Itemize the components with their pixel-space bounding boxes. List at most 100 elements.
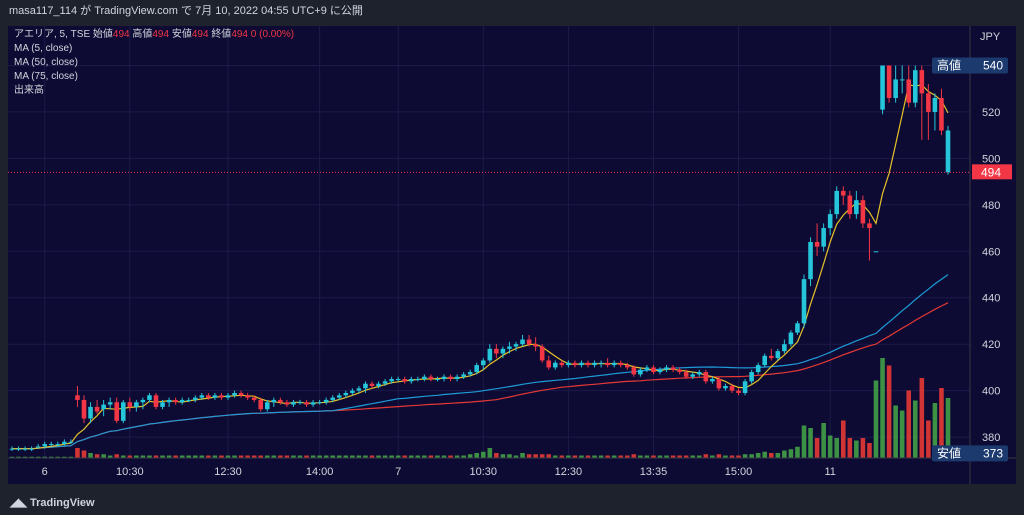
candle-body [454,376,460,380]
volume-bar [782,450,787,458]
time-tick-label: 10:30 [470,466,498,478]
volume-bar [9,456,15,458]
candle-body [854,200,859,215]
volume-bar [395,455,401,458]
volume-bar [742,454,748,458]
ma75-legend[interactable]: MA (75, close) [14,71,78,82]
candle-body [219,395,224,398]
candle-body [566,362,571,366]
volume-bar [323,455,329,458]
candlesticks [9,65,951,452]
low-badge-label: 安値 [937,445,961,460]
candle-body [690,374,696,377]
volume-bar [94,454,100,458]
candle-body [166,399,172,403]
candle-body [343,392,349,396]
volume-bar [264,455,270,458]
candle [94,399,100,414]
candle-body [775,351,781,359]
publish-info: masa117_114 が TradingView.com で 7月 10, 2… [9,5,363,17]
volume-bar [677,455,682,458]
volume-bar [48,456,54,458]
candle [939,88,944,136]
high-badge-box [932,57,1008,74]
volume-bar [795,446,800,458]
volume-bar [304,455,309,458]
volume-bar [598,455,604,458]
candle [827,209,833,236]
candle-body [291,402,296,405]
volume-legend[interactable]: 出来高 [14,85,44,96]
candle-body [611,362,617,366]
candle-body [29,448,34,450]
candle [899,65,905,94]
candle-body [945,130,951,173]
low-label: 安値 [171,29,192,40]
candle [402,376,408,384]
time-tick-label: 10:30 [116,466,144,478]
change-value: 0 (0.00%) [250,29,295,40]
volume-bar [566,455,571,458]
candle [107,397,113,410]
candle [912,65,918,108]
time-axis[interactable]: 6 10:30 12:30 14:00 7 10:30 12:30 13:35 15:00 11 [42,466,836,478]
candle-body [710,379,715,382]
candle [670,365,676,373]
volume-bar [736,455,741,458]
candle [755,362,761,375]
candle-body [120,402,126,421]
ma50-legend[interactable]: MA (50, close) [14,57,78,68]
volume-bar [847,438,853,458]
candle [696,369,702,377]
candle [454,374,460,382]
candle [513,341,519,352]
low-badge-value: 373 [983,446,1003,460]
candle [35,444,41,449]
ohlc-legend-row[interactable]: アエリア, 5, TSE 始値494 高値494 安値494 終値494 0 (… [14,28,294,42]
candle-body [101,404,106,410]
high-price-badge: 高値 540 [932,57,1008,74]
volume-bar [801,425,807,458]
time-tick-label: 12:30 [555,466,583,478]
candle [55,441,61,447]
candle [238,390,244,398]
volume-bar [75,448,80,458]
volume-bar [696,455,702,458]
candle [585,360,591,368]
candle-body [893,79,898,98]
volume-bar [140,455,146,458]
volume-bar [42,456,48,458]
candle [873,251,879,253]
candle [278,397,283,405]
candle-body [448,376,453,380]
candle [664,365,669,373]
price-axis[interactable]: 380 400 420 440 460 480 500 520 540 [982,60,1000,444]
high-badge-label: 高値 [937,57,961,72]
volume-bar [906,390,912,458]
candle-body [618,362,624,366]
candle-body [572,362,578,366]
volume-bar [68,456,74,458]
candle [297,399,303,405]
candle [192,395,198,403]
candle-body [264,402,270,410]
volume-bar [762,451,768,458]
candle-body [94,406,100,412]
volume-bar [638,455,643,458]
candle [808,237,813,287]
volume-bar [834,438,840,458]
candle-body [147,395,152,400]
candle-body [801,279,807,324]
volume-bar [664,455,669,458]
candle [795,320,800,335]
candle [919,65,925,140]
ma5-legend[interactable]: MA (5, close) [14,43,73,54]
volume-bar [880,358,885,458]
symbol-label[interactable]: アエリア, 5, TSE [14,29,91,40]
candle [467,369,473,377]
volume-bar [494,453,499,458]
tradingview-logo[interactable]: ◢◣ TradingView [10,496,95,509]
candle [592,360,597,368]
time-tick-label: 7 [395,466,401,478]
